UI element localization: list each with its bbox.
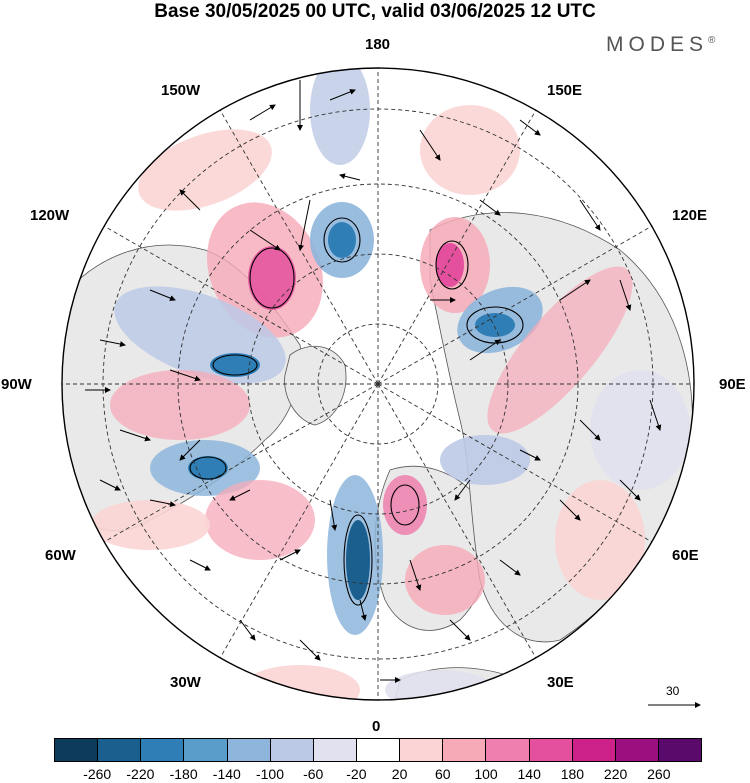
anomaly-positive [383, 475, 427, 535]
colorbar-swatch [98, 739, 142, 761]
brand-name: MODES [606, 33, 709, 56]
colorbar-tick-label: 100 [474, 766, 498, 782]
anomaly-positive-core [248, 246, 296, 310]
lon-label-120w: 120W [30, 207, 70, 224]
colorbar-tick-label: 220 [603, 766, 628, 782]
greenland-land [284, 346, 347, 426]
map-title: Base 30/05/2025 00 UTC, valid 03/06/2025… [154, 1, 596, 22]
anomaly-field [90, 68, 690, 700]
lon-label-150w: 150W [161, 82, 201, 99]
colorbar-swatch [356, 739, 401, 761]
lon-label-150e: 150E [547, 82, 583, 99]
colorbar-swatch [486, 739, 530, 761]
anomaly-negative-core [188, 456, 228, 480]
vector-scale-label: 30 [666, 684, 680, 698]
colorbar-tick-label: -20 [346, 766, 367, 782]
lon-label-90w: 90W [1, 376, 32, 393]
anomaly-negative [385, 670, 495, 700]
anomaly-negative-core [210, 353, 260, 377]
anomaly-positive [405, 545, 485, 615]
colorbar-swatch [184, 739, 228, 761]
colorbar-swatch [572, 739, 616, 761]
brand-logo: MODES® [606, 33, 715, 57]
colorbar-swatch [227, 739, 271, 761]
colorbar-swatch [270, 739, 314, 761]
anomaly-negative [590, 370, 690, 490]
lon-label-60e: 60E [672, 547, 699, 564]
colorbar-tick-label: -140 [212, 766, 241, 782]
colorbar-swatch [658, 739, 702, 761]
colorbar-tick-label: 260 [647, 766, 671, 782]
lon-label-0: 0 [372, 718, 381, 735]
anomaly-negative-core [346, 520, 370, 600]
colorbar-tick-label: -260 [83, 766, 112, 782]
lon-label-180: 180 [365, 36, 391, 53]
lon-label-30w: 30W [170, 674, 201, 691]
lon-label-90e: 90E [719, 376, 746, 393]
colorbar-swatch [529, 739, 573, 761]
anomaly-positive [487, 266, 633, 434]
colorbar-tick-label: -180 [169, 766, 198, 782]
anomaly-negative [440, 435, 530, 485]
anomaly-positive [205, 480, 315, 560]
colorbar-swatch [55, 739, 99, 761]
colorbar-swatch [313, 739, 357, 761]
colorbar-tick-label: 140 [517, 766, 541, 782]
colorbar-tick-label: 180 [560, 766, 585, 782]
colorbar-swatch [141, 739, 185, 761]
anomaly-positive [420, 105, 520, 195]
colorbar-swatch [400, 739, 444, 761]
anomaly-negative-core [328, 222, 356, 258]
colorbar-tick-label: -60 [303, 766, 324, 782]
colorbar-swatch [443, 739, 487, 761]
anomaly-positive-core [436, 243, 464, 287]
lon-label-60w: 60W [45, 547, 76, 564]
colorbar-tick-label: -220 [126, 766, 155, 782]
colorbar-tick-label: 60 [435, 766, 451, 782]
brand-mark: ® [708, 35, 716, 46]
colorbar-swatch [615, 739, 659, 761]
anomaly-negative [310, 68, 370, 165]
anomaly-negative-core [475, 313, 515, 337]
colorbar-tick-label: -100 [255, 766, 285, 782]
graticule [62, 68, 694, 700]
colorbar [54, 738, 702, 762]
lon-label-120e: 120E [672, 207, 708, 224]
anomaly-positive [90, 500, 210, 550]
lon-label-30e: 30E [547, 674, 574, 691]
anomaly-positive [110, 370, 250, 440]
map-boundary [61, 67, 695, 701]
contour-lines [189, 217, 524, 606]
colorbar-tick-label: 20 [391, 766, 408, 782]
anomaly-positive [555, 480, 645, 600]
